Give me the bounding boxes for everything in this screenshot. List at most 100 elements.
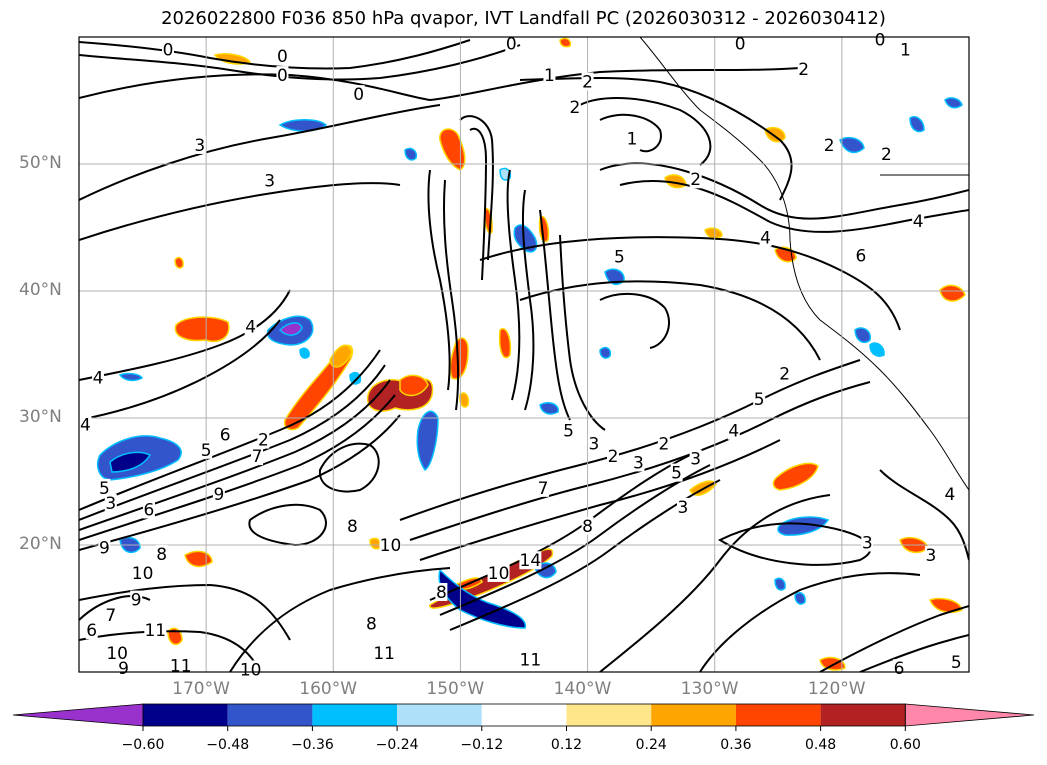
contour-label: 0 [506,34,517,54]
contour-label-bg [613,247,626,266]
contour-label: 2 [658,434,669,454]
contour-label-bg [244,317,257,336]
contour-label-bg [880,144,893,163]
plot-frame [78,36,970,673]
contour-label: 6 [894,659,905,679]
contour-label-bg [519,551,542,570]
contour-label-bg [607,447,619,466]
contour-label-bg [505,34,518,53]
contour-label: 3 [862,533,873,553]
contour-label: 8 [582,517,593,537]
contour-label: 5 [754,390,765,410]
contour-label-bg [117,659,130,678]
contour-label-bg [79,415,92,434]
contour-label-bg [276,66,289,85]
contour-label: 9 [213,485,224,505]
contour-label-bg [219,425,232,444]
contour-label-bg [854,246,867,265]
colorbar-bin [651,704,736,726]
contour-label: 5 [951,653,962,673]
lon-tick-label: 170°W [172,679,230,699]
grid-layer [79,37,969,672]
contour-label: 2 [881,145,892,165]
contour-label: 5 [614,248,625,268]
contour-label: 8 [366,615,377,635]
contour-label: 3 [105,494,116,514]
contour-label-bg [626,129,639,148]
lon-tick-label: 140°W [553,679,612,699]
contour-label: 6 [856,246,867,266]
contour-label: 11 [373,644,395,664]
contour-label: 10 [106,644,128,664]
colorbar-bin [312,704,398,726]
contour-label-bg [753,389,766,408]
contour-label-bg [131,563,154,582]
colorbar-bin [227,704,313,726]
lon-tick-label: 120°W [807,679,866,699]
contour-label-bg [263,171,276,190]
contour-label-bg [162,40,174,59]
contour-label: 4 [80,415,91,435]
contour-label-bg [823,135,836,154]
contour-label: 4 [913,212,924,232]
contour-label: 2 [824,136,835,156]
contour-label-bg [950,652,963,671]
contour-label-bg [581,72,594,91]
contour-label-bg [92,368,105,387]
contour-label: 4 [760,229,771,249]
contour-label: 2 [569,98,580,118]
contour-label: 2 [798,60,809,80]
lon-tick-label: 160°W [299,679,358,699]
contour-label: 0 [277,66,288,86]
colorbar-bin [566,704,652,726]
contour-label-bg [142,500,155,519]
coastline-layer [639,37,969,491]
contour-label-bg [893,659,906,678]
contour-label: 10 [132,564,154,584]
contour-label: 4 [945,485,956,505]
contour-label-bg [98,538,111,557]
contour-label-bg [98,478,111,497]
contour-label-bg [676,497,689,516]
colorbar-tick-label: −0.24 [375,737,419,753]
colorbar-tick-label: −0.48 [206,737,250,753]
contour-label: 4 [728,422,739,442]
colorbar-tick-label: 0.48 [805,737,837,753]
contour-label: 2 [582,72,593,92]
contour-label-bg [200,440,213,459]
contour-label: 9 [118,659,129,679]
contour-label-bg [193,135,206,154]
contour-label-bg [797,59,810,78]
contour-label: 7 [252,447,263,467]
contour-label-bg [778,364,791,383]
colorbar-over-extension [904,703,1035,727]
chart-title: 2026022800 F036 850 hPa qvapor, IVT Land… [161,8,886,29]
contour-label-bg [874,30,886,49]
contour-label: 3 [925,546,936,566]
contour-label-bg [487,563,510,582]
lon-tick-label: 150°W [426,679,485,699]
contour-label: 14 [520,551,542,571]
contour-label: 7 [105,606,116,626]
contour-label: 3 [633,453,644,473]
contour-label-bg [251,447,263,466]
contour-label-bg [85,621,98,640]
contour-label-bg [104,494,117,513]
contour-label: 7 [538,479,549,499]
contour-label-bg [689,170,702,189]
lat-tick-label: 30°N [19,407,62,427]
contour-label-bg [155,544,168,563]
contour-label: 6 [86,621,97,641]
contour-label-bg [373,643,396,662]
colorbar-tick-label: 0.60 [889,737,921,753]
contour-label-bg [581,516,594,535]
contour-label-bg [352,85,365,104]
contour-label-bg [899,40,912,59]
contour-label-bg [276,47,289,66]
contour-label: 9 [99,539,110,559]
contour-label: 11 [144,621,166,641]
contour-label: 5 [563,422,574,442]
contour-label: 2 [258,431,269,451]
contour-label: 1 [900,41,911,61]
